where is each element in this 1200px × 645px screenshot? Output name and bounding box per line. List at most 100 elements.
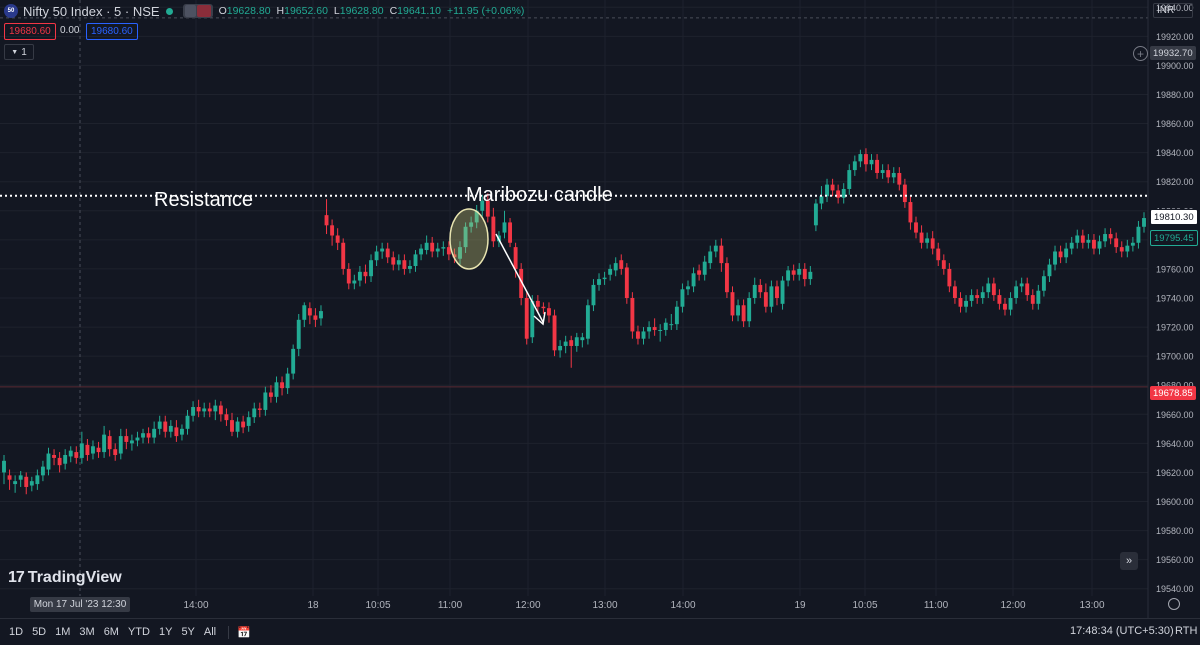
buy-button[interactable]: 19680.60 [86,23,138,40]
candle-up [2,460,6,473]
range-button-5y[interactable]: 5Y [181,626,195,638]
scroll-to-realtime-button[interactable]: » [1120,552,1138,570]
candle-down [941,260,946,269]
candle-up [168,425,173,432]
candle-down [758,284,763,293]
candle-up [129,440,134,444]
candle-down [952,286,957,298]
candle-down [330,225,335,236]
candle-down [652,327,657,330]
maribozu-highlight-ellipse[interactable] [449,208,489,270]
axis-settings-gear-icon[interactable] [1168,598,1180,610]
candle-up [797,268,802,275]
candle-up [597,279,601,285]
range-button-1y[interactable]: 1Y [158,626,173,638]
resistance-annotation[interactable]: Resistance [154,189,253,211]
candle-up [1130,242,1135,246]
market-open-status-icon [165,7,173,15]
candle-down [997,295,1002,304]
range-button-ytd[interactable]: YTD [127,626,150,638]
date-range-buttons[interactable]: 1D 5D 1M 3M 6M YTD 1Y 5Y All [9,626,216,638]
candle-down [324,215,329,226]
change-value: +11.95 (+0.06%) [446,5,525,17]
candle-down [341,242,346,269]
candle-down [7,475,12,480]
candle-up [40,466,45,476]
price-tick-label: 19680.00 [1156,381,1194,391]
candle-down [836,190,841,198]
price-tick-label: 19740.00 [1156,294,1194,304]
price-tick-label: 19760.00 [1156,264,1194,274]
symbol-header[interactable]: 50 Nifty 50 Index · 5 · NSE O19628.80 H1… [4,2,524,20]
candle-down [385,248,390,258]
down-arrow-annotation[interactable] [495,233,546,326]
candle-up [68,450,73,457]
range-button-3m[interactable]: 3M [79,626,95,638]
candle-up [1103,234,1108,242]
candle-up [291,348,296,374]
range-button-6m[interactable]: 6M [103,626,119,638]
candles[interactable] [2,148,1146,495]
candle-down [519,268,524,298]
time-tick-label: 10:05 [365,600,390,611]
candle-up [680,289,685,307]
candle-up [319,311,323,319]
price-tick-label: 19640.00 [1156,439,1194,449]
time-axis[interactable]: 14:00 18 10:05 11:00 12:00 13:00 14:00 19 10:05 1… [183,600,1104,611]
candle-up [13,481,18,485]
high-value: 19652.60 [284,5,328,17]
candle-down [218,405,223,415]
candle-up [674,306,679,325]
candle-down [391,257,396,265]
time-tick-label: 11:00 [438,600,463,611]
session-toggle[interactable]: RTH [1175,625,1198,637]
candle-up [180,428,184,435]
range-button-5d[interactable]: 5D [32,626,47,638]
flag-icon[interactable] [182,4,213,18]
calendar-goto-icon[interactable]: 📅 [228,625,251,639]
add-alert-plus-icon[interactable]: + [1133,46,1148,61]
sell-button[interactable]: 19680.60 [4,23,56,40]
candle-down [346,268,351,284]
time-tick-label: 18 [307,600,319,611]
candle-up [46,453,51,470]
candle-up [102,434,107,453]
candle-up [474,210,479,223]
currency-selector[interactable]: INR [1153,3,1193,18]
tradingview-logo[interactable]: 17 TradingView [8,569,122,586]
candle-up [713,245,718,252]
candle-down [1058,251,1063,258]
candle-down [452,254,457,258]
candle-up [463,226,468,248]
indicator-count: 1 [21,46,27,58]
range-button-1m[interactable]: 1M [55,626,71,638]
symbol-title[interactable]: Nifty 50 Index · 5 · NSE [23,3,160,19]
candle-down [207,408,212,412]
candle-up [608,268,613,275]
candle-up [686,286,690,290]
candle-up [780,280,785,304]
candle-up [352,280,357,284]
index-logo-icon: 50 [4,4,18,18]
candle-up [413,254,418,267]
clock-readout[interactable]: 17:48:34 (UTC+5:30) [1070,625,1174,637]
candle-down [224,414,229,421]
candle-up [891,172,896,178]
candle-up [263,392,268,410]
candle-down [886,170,891,178]
candle-down [763,292,768,307]
indicator-collapse-button[interactable]: ▼ 1 [4,44,34,60]
candle-down [630,298,635,332]
chevron-down-icon: ▼ [11,48,19,56]
range-button-all[interactable]: All [203,626,217,638]
candle-up [235,421,240,432]
maribozu-annotation[interactable]: Maribozu candle [466,184,613,206]
candle-down [113,449,118,455]
candle-down [524,298,529,339]
candle-down [513,247,518,269]
price-axis[interactable]: 19940.00 19920.00 19900.00 19880.00 19860.00… [1156,3,1194,594]
range-button-1d[interactable]: 1D [9,626,24,638]
candle-up [969,295,974,301]
candle-down [724,263,729,293]
